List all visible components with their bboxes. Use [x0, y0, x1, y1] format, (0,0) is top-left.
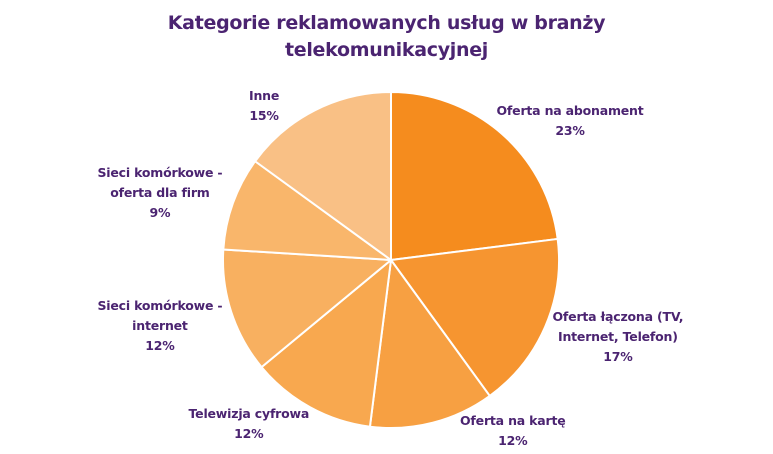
data-label-telewizja-cyfrowa: Telewizja cyfrowa 12% — [189, 404, 310, 444]
data-label-sieci-komorkowe-internet: Sieci komórkowe - internet 12% — [98, 296, 223, 356]
data-label-category: Sieci komórkowe - — [97, 165, 223, 180]
data-label-category: Oferta na abonament — [496, 103, 644, 118]
data-label-oferta-na-abonament: Oferta na abonament 23% — [497, 101, 644, 141]
data-label-category: Oferta na kartę — [460, 413, 566, 428]
data-label-category: Internet, Telefon) — [558, 329, 678, 344]
data-label-category: internet — [132, 318, 188, 333]
chart-title-line-2: telekomunikacyjnej — [284, 39, 489, 61]
data-label-category: Oferta łączona (TV, — [552, 309, 684, 324]
data-label-oferta-laczona-tv-internet-telefon: Oferta łączona (TV, Internet, Telefon) 17% — [553, 307, 684, 367]
data-label-percentage: 12% — [145, 338, 175, 353]
chart-title: Kategorie reklamowanych usług w branży t… — [0, 10, 773, 64]
data-label-percentage: 9% — [149, 205, 171, 220]
chart-title-line-1: Kategorie reklamowanych usług w branży — [167, 12, 606, 34]
pie-slice-oferta-laczona-tv-internet-telefon — [390, 237, 561, 397]
data-label-oferta-na-karte: Oferta na kartę 12% — [460, 411, 566, 451]
data-label-percentage: 12% — [234, 426, 264, 441]
data-label-category: oferta dla firm — [110, 185, 210, 200]
data-label-percentage: 23% — [555, 123, 585, 138]
pie-slice-telewizja-cyfrowa — [260, 259, 392, 428]
data-label-category: Inne — [249, 88, 280, 103]
data-label-inne: Inne 15% — [249, 86, 279, 126]
data-label-percentage: 17% — [603, 349, 633, 364]
data-label-sieci-komorkowe-oferta-dla-firm: Sieci komórkowe - oferta dla firm 9% — [98, 163, 223, 223]
data-label-percentage: 12% — [498, 433, 528, 448]
data-label-category: Telewizja cyfrowa — [188, 406, 310, 421]
data-label-category: Sieci komórkowe - — [97, 298, 223, 313]
pie-slice-oferta-na-karte — [368, 259, 491, 430]
pie-slice-sieci-komorkowe-oferta-dla-firm — [222, 160, 392, 261]
pie-slice-inne — [254, 91, 392, 261]
pie-slice-oferta-na-abonament — [390, 91, 559, 261]
data-label-percentage: 15% — [249, 108, 279, 123]
pie-slice-sieci-komorkowe-internet — [221, 248, 392, 369]
